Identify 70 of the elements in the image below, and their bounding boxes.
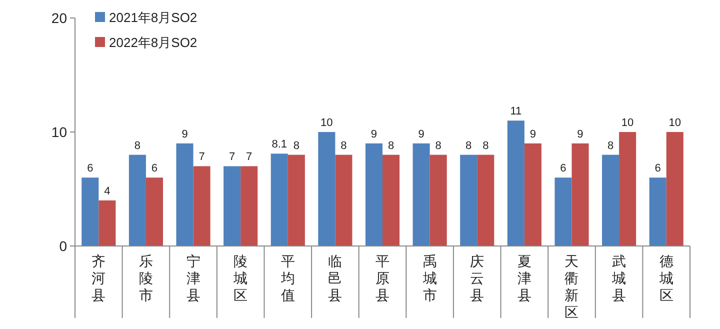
bar [288, 154, 305, 246]
bar [365, 143, 382, 246]
x-tick-label: 天衢新区 [564, 253, 579, 320]
x-tick-label: 宁津县 [186, 253, 200, 303]
data-label: 6 [654, 162, 661, 175]
bar [128, 154, 146, 246]
bar [82, 178, 99, 246]
data-label: 6 [87, 162, 94, 175]
x-tick-label: 临邑县 [328, 253, 342, 303]
bar [460, 154, 478, 246]
data-label: 8 [482, 140, 489, 152]
bar [572, 143, 589, 246]
x-tick-label: 庆云县 [470, 253, 484, 303]
data-label: 9 [530, 128, 536, 140]
x-tick-label: 夏津县 [517, 253, 532, 303]
bar [619, 132, 636, 246]
y-tick-label: 10 [51, 124, 68, 140]
data-label: 7 [229, 151, 236, 164]
data-label: 8 [134, 140, 141, 152]
x-tick-label: 齐河县 [92, 253, 106, 303]
x-tick-label: 德城区 [658, 253, 674, 303]
x-tick-label: 平均值 [280, 253, 295, 303]
bar [507, 120, 524, 246]
data-label: 8 [466, 140, 472, 152]
data-label: 10 [668, 117, 681, 129]
bar [240, 166, 258, 246]
bar [430, 154, 447, 246]
x-tick-label: 平原县 [376, 253, 390, 303]
bar [146, 178, 163, 246]
data-label: 7 [198, 151, 205, 164]
data-label: 8 [293, 140, 300, 152]
data-label: 6 [560, 162, 566, 175]
bar [193, 166, 210, 246]
x-tick-label: 禹城市 [422, 253, 437, 303]
data-label: 9 [418, 128, 424, 140]
data-label: 10 [320, 117, 333, 129]
bar [666, 132, 684, 246]
bar [477, 154, 494, 246]
legend-label: 2022年8月SO2 [109, 35, 198, 50]
data-label: 11 [510, 106, 522, 118]
x-tick-label: 乐陵市 [138, 253, 153, 303]
data-label: 6 [151, 162, 158, 175]
bar [98, 200, 116, 246]
bar [602, 154, 620, 246]
data-label: 4 [104, 185, 110, 198]
data-label: 10 [621, 117, 634, 129]
x-tick-label: 陵城区 [232, 253, 248, 303]
y-tick-label: 0 [59, 238, 68, 254]
data-label: 8 [607, 140, 614, 152]
x-tick-label: 武城县 [611, 253, 626, 303]
bar [318, 132, 336, 246]
data-label: 9 [182, 128, 188, 140]
data-label: 9 [577, 128, 584, 140]
data-label: 8 [388, 140, 394, 152]
bar [554, 178, 572, 246]
bar [224, 166, 241, 246]
data-label: 8.1 [272, 138, 288, 151]
bar [270, 154, 288, 246]
bar [335, 154, 352, 246]
legend-label: 2021年8月SO2 [109, 10, 198, 25]
data-label: 8 [435, 140, 442, 152]
data-label: 8 [340, 140, 347, 152]
bar [176, 143, 194, 246]
bar [382, 154, 400, 246]
data-label: 7 [246, 151, 252, 164]
data-label: 9 [370, 128, 378, 140]
y-tick-label: 20 [51, 10, 68, 26]
bar [649, 178, 666, 246]
bar [524, 143, 542, 246]
bar [412, 143, 430, 246]
